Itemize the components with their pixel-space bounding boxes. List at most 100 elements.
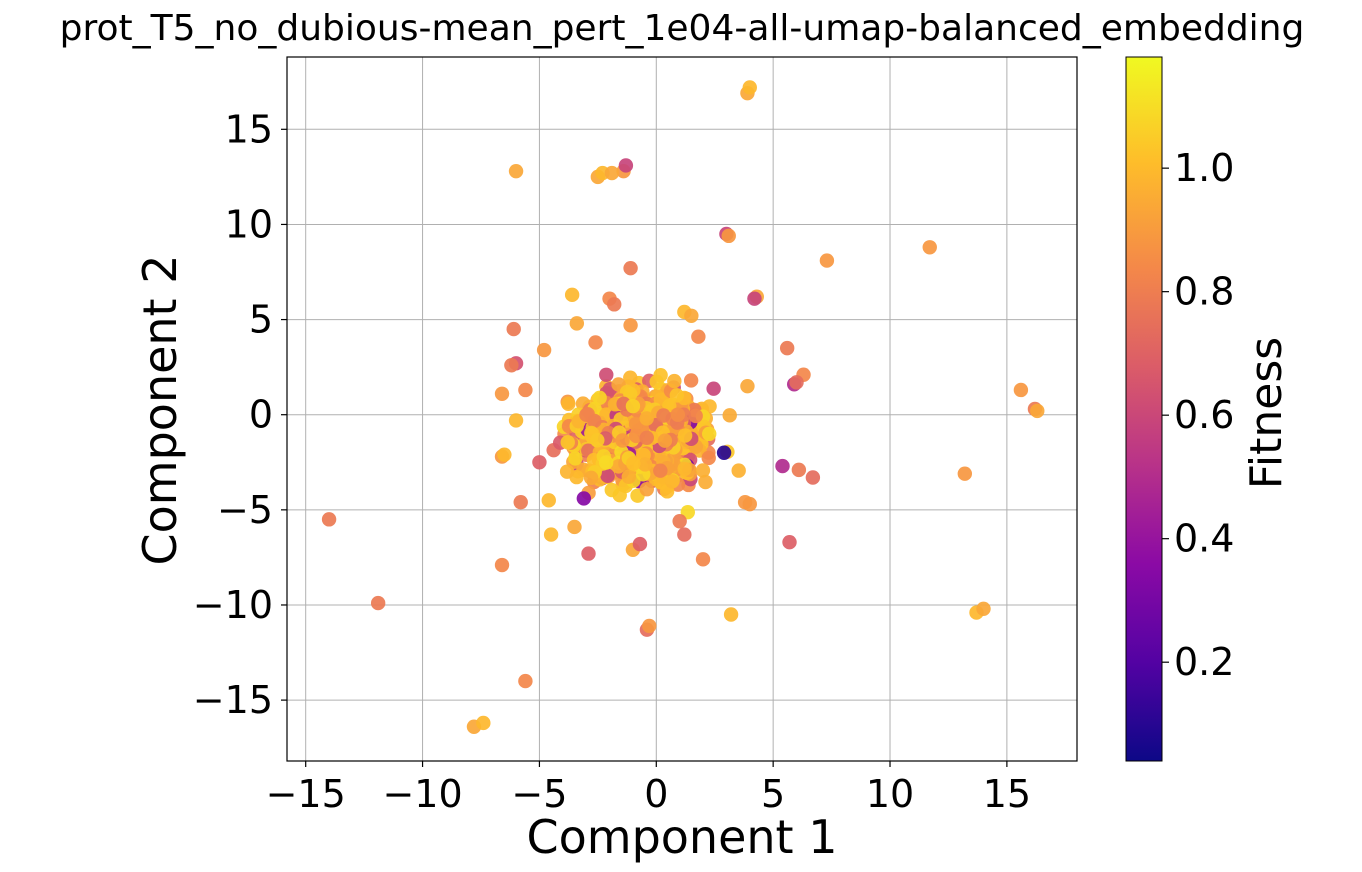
x-tick-label: 5 [761, 772, 785, 816]
data-point [560, 435, 575, 450]
colorbar-tick-label: 0.4 [1174, 517, 1234, 561]
data-point [604, 165, 620, 181]
data-point [506, 321, 521, 337]
colorbar-tick-label: 0.2 [1174, 640, 1234, 684]
colorbar-tick-label: 0.6 [1174, 393, 1234, 437]
data-point [598, 455, 614, 470]
data-point [599, 367, 614, 382]
x-axis-label: Component 1 [527, 810, 838, 864]
y-axis-label: Component 2 [133, 255, 187, 566]
data-point [532, 455, 547, 470]
data-point [740, 378, 755, 394]
data-point [701, 450, 716, 466]
data-point [497, 447, 512, 462]
data-point [1013, 382, 1029, 398]
data-point [688, 408, 703, 424]
colorbar-ticks: 0.2 0.4 0.6 0.8 1.0 [1162, 146, 1234, 684]
data-point [677, 461, 692, 477]
data-point [791, 462, 807, 478]
data-point [723, 607, 739, 622]
data-point [600, 468, 615, 484]
data-point [698, 474, 713, 490]
data-point [653, 463, 668, 478]
data-point [656, 408, 671, 423]
data-point [321, 512, 337, 527]
y-tick-label: −5 [217, 488, 273, 532]
data-point [639, 430, 655, 445]
data-point [607, 297, 622, 312]
data-point [677, 527, 692, 542]
data-point [618, 158, 634, 173]
data-point [518, 382, 533, 398]
data-point [508, 413, 524, 428]
data-point [569, 316, 585, 331]
data-point [576, 491, 592, 506]
data-point [476, 715, 491, 731]
data-point [628, 428, 644, 444]
data-point [677, 428, 693, 443]
data-point [615, 433, 630, 448]
data-point [695, 463, 711, 478]
data-point [731, 463, 746, 478]
data-point [669, 388, 685, 403]
data-point [564, 287, 580, 303]
data-point [579, 407, 594, 423]
data-point [592, 390, 607, 406]
grid-lines [287, 57, 1077, 761]
data-point [665, 474, 680, 489]
y-tick-label: 5 [249, 298, 273, 342]
x-tick-label: 0 [644, 772, 668, 816]
x-tick-label: −5 [511, 772, 567, 816]
colorbar-tick-label: 0.8 [1174, 270, 1234, 314]
data-point [922, 240, 937, 255]
data-point [639, 482, 654, 497]
data-point [649, 374, 664, 389]
data-point [716, 445, 732, 460]
data-point [706, 381, 721, 396]
data-point [976, 601, 991, 616]
data-point [1030, 403, 1045, 419]
data-point [559, 464, 575, 479]
data-point [779, 340, 795, 356]
data-point [747, 291, 762, 306]
y-axis-ticks: −15 −10 −5 0 5 10 15 [193, 107, 287, 722]
data-point [819, 253, 835, 268]
data-point [628, 416, 644, 432]
data-point [805, 470, 821, 485]
data-point [657, 433, 673, 448]
data-point [504, 358, 519, 373]
x-tick-label: −15 [266, 772, 346, 816]
data-point [494, 386, 510, 401]
colorbar-tick-label: 1.0 [1174, 146, 1234, 190]
data-point [583, 470, 599, 486]
data-point [742, 496, 757, 512]
y-tick-label: 15 [225, 107, 273, 151]
data-point [561, 396, 576, 411]
data-point [543, 527, 559, 542]
data-point [670, 407, 686, 422]
data-point [722, 408, 737, 423]
x-tick-label: 15 [983, 772, 1031, 816]
data-point [684, 308, 699, 323]
y-tick-label: 10 [225, 202, 273, 246]
data-point [672, 514, 687, 529]
data-point [632, 536, 648, 552]
x-tick-label: 10 [866, 772, 914, 816]
data-point [604, 482, 619, 498]
data-point [567, 519, 582, 535]
data-point [581, 546, 596, 561]
data-point [623, 370, 638, 385]
data-point [957, 466, 973, 481]
data-point [536, 342, 552, 358]
chart-title: prot_T5_no_dubious-mean_pert_1e04-all-um… [60, 8, 1305, 49]
data-point [568, 451, 583, 466]
data-point [625, 398, 641, 414]
y-tick-label: 0 [249, 393, 273, 437]
x-tick-label: −10 [382, 772, 462, 816]
colorbar [1125, 56, 1163, 762]
data-point [623, 318, 638, 333]
data-point [623, 261, 638, 276]
data-point [667, 373, 682, 389]
data-point [494, 557, 510, 573]
data-point [637, 457, 653, 472]
